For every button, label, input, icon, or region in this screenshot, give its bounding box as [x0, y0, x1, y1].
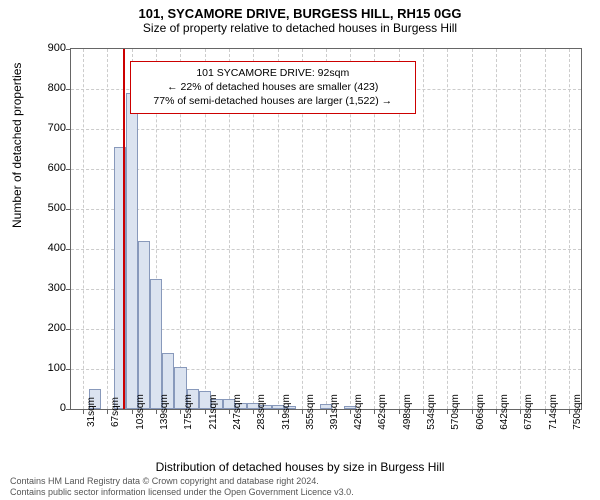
- page-subtitle: Size of property relative to detached ho…: [0, 21, 600, 39]
- x-tick: [545, 409, 546, 414]
- x-tick-label: 355sqm: [305, 394, 316, 430]
- footer-line-2: Contains public sector information licen…: [10, 487, 354, 498]
- y-tick-label: 100: [26, 362, 66, 374]
- x-tick: [569, 409, 570, 414]
- x-tick-label: 462sqm: [377, 394, 388, 430]
- y-tick: [66, 369, 71, 370]
- grid-line-v: [83, 49, 84, 409]
- y-tick-label: 200: [26, 322, 66, 334]
- x-tick: [496, 409, 497, 414]
- x-tick-label: 175sqm: [183, 394, 194, 430]
- y-tick: [66, 289, 71, 290]
- x-tick-label: 534sqm: [426, 394, 437, 430]
- y-tick-label: 0: [26, 402, 66, 414]
- histogram-bar: [150, 279, 162, 409]
- chart-container: 101, SYCAMORE DRIVE, BURGESS HILL, RH15 …: [0, 0, 600, 500]
- grid-line-v: [520, 49, 521, 409]
- grid-line-v: [545, 49, 546, 409]
- property-marker-line: [123, 49, 125, 409]
- y-tick-label: 500: [26, 202, 66, 214]
- y-tick: [66, 129, 71, 130]
- x-axis-label: Distribution of detached houses by size …: [0, 460, 600, 474]
- y-tick-label: 400: [26, 242, 66, 254]
- x-tick-label: 103sqm: [135, 394, 146, 430]
- y-tick: [66, 49, 71, 50]
- x-tick: [447, 409, 448, 414]
- x-tick-label: 211sqm: [208, 395, 219, 430]
- annotation-line-1: 101 SYCAMORE DRIVE: 92sqm: [139, 66, 407, 80]
- x-tick: [156, 409, 157, 414]
- annotation-line-3: 77% of semi-detached houses are larger (…: [139, 94, 407, 108]
- x-tick-label: 67sqm: [110, 397, 121, 427]
- x-tick-label: 750sqm: [572, 394, 583, 430]
- x-tick: [520, 409, 521, 414]
- page-title: 101, SYCAMORE DRIVE, BURGESS HILL, RH15 …: [0, 0, 600, 21]
- x-tick: [472, 409, 473, 414]
- y-tick: [66, 169, 71, 170]
- x-tick: [326, 409, 327, 414]
- x-tick-label: 31sqm: [86, 397, 97, 427]
- y-axis-label: Number of detached properties: [10, 63, 24, 228]
- y-tick-label: 700: [26, 122, 66, 134]
- y-tick: [66, 89, 71, 90]
- histogram-bar: [138, 241, 150, 409]
- x-tick: [302, 409, 303, 414]
- footer-attribution: Contains HM Land Registry data © Crown c…: [10, 476, 354, 498]
- x-tick: [423, 409, 424, 414]
- x-tick: [132, 409, 133, 414]
- x-tick-label: 426sqm: [353, 394, 364, 430]
- x-tick: [374, 409, 375, 414]
- footer-line-1: Contains HM Land Registry data © Crown c…: [10, 476, 354, 487]
- x-tick-label: 391sqm: [329, 394, 340, 430]
- grid-line-v: [107, 49, 108, 409]
- x-tick-label: 642sqm: [499, 394, 510, 430]
- grid-line-v: [447, 49, 448, 409]
- x-tick: [399, 409, 400, 414]
- grid-line-v: [472, 49, 473, 409]
- x-tick-label: 570sqm: [450, 394, 461, 430]
- y-tick: [66, 329, 71, 330]
- y-tick-label: 900: [26, 42, 66, 54]
- x-tick-label: 606sqm: [475, 394, 486, 430]
- x-tick: [253, 409, 254, 414]
- plot-area: 101 SYCAMORE DRIVE: 92sqm← 22% of detach…: [70, 48, 582, 410]
- x-tick: [278, 409, 279, 414]
- y-tick: [66, 249, 71, 250]
- x-tick: [350, 409, 351, 414]
- y-tick: [66, 209, 71, 210]
- x-tick-label: 283sqm: [256, 394, 267, 430]
- x-tick: [83, 409, 84, 414]
- grid-line-v: [423, 49, 424, 409]
- x-tick-label: 498sqm: [402, 394, 413, 430]
- x-tick-label: 247sqm: [232, 394, 243, 430]
- x-tick: [180, 409, 181, 414]
- x-tick-label: 714sqm: [548, 394, 559, 430]
- annotation-box: 101 SYCAMORE DRIVE: 92sqm← 22% of detach…: [130, 61, 416, 114]
- grid-line-v: [496, 49, 497, 409]
- x-tick: [107, 409, 108, 414]
- x-tick: [205, 409, 206, 414]
- grid-line-v: [569, 49, 570, 409]
- y-tick-label: 800: [26, 82, 66, 94]
- y-tick-label: 600: [26, 162, 66, 174]
- x-tick-label: 678sqm: [523, 394, 534, 430]
- histogram-bar: [126, 93, 138, 409]
- x-tick-label: 139sqm: [159, 394, 170, 430]
- annotation-line-2: ← 22% of detached houses are smaller (42…: [139, 80, 407, 94]
- y-tick: [66, 409, 71, 410]
- x-tick: [229, 409, 230, 414]
- x-tick-label: 319sqm: [281, 394, 292, 430]
- y-tick-label: 300: [26, 282, 66, 294]
